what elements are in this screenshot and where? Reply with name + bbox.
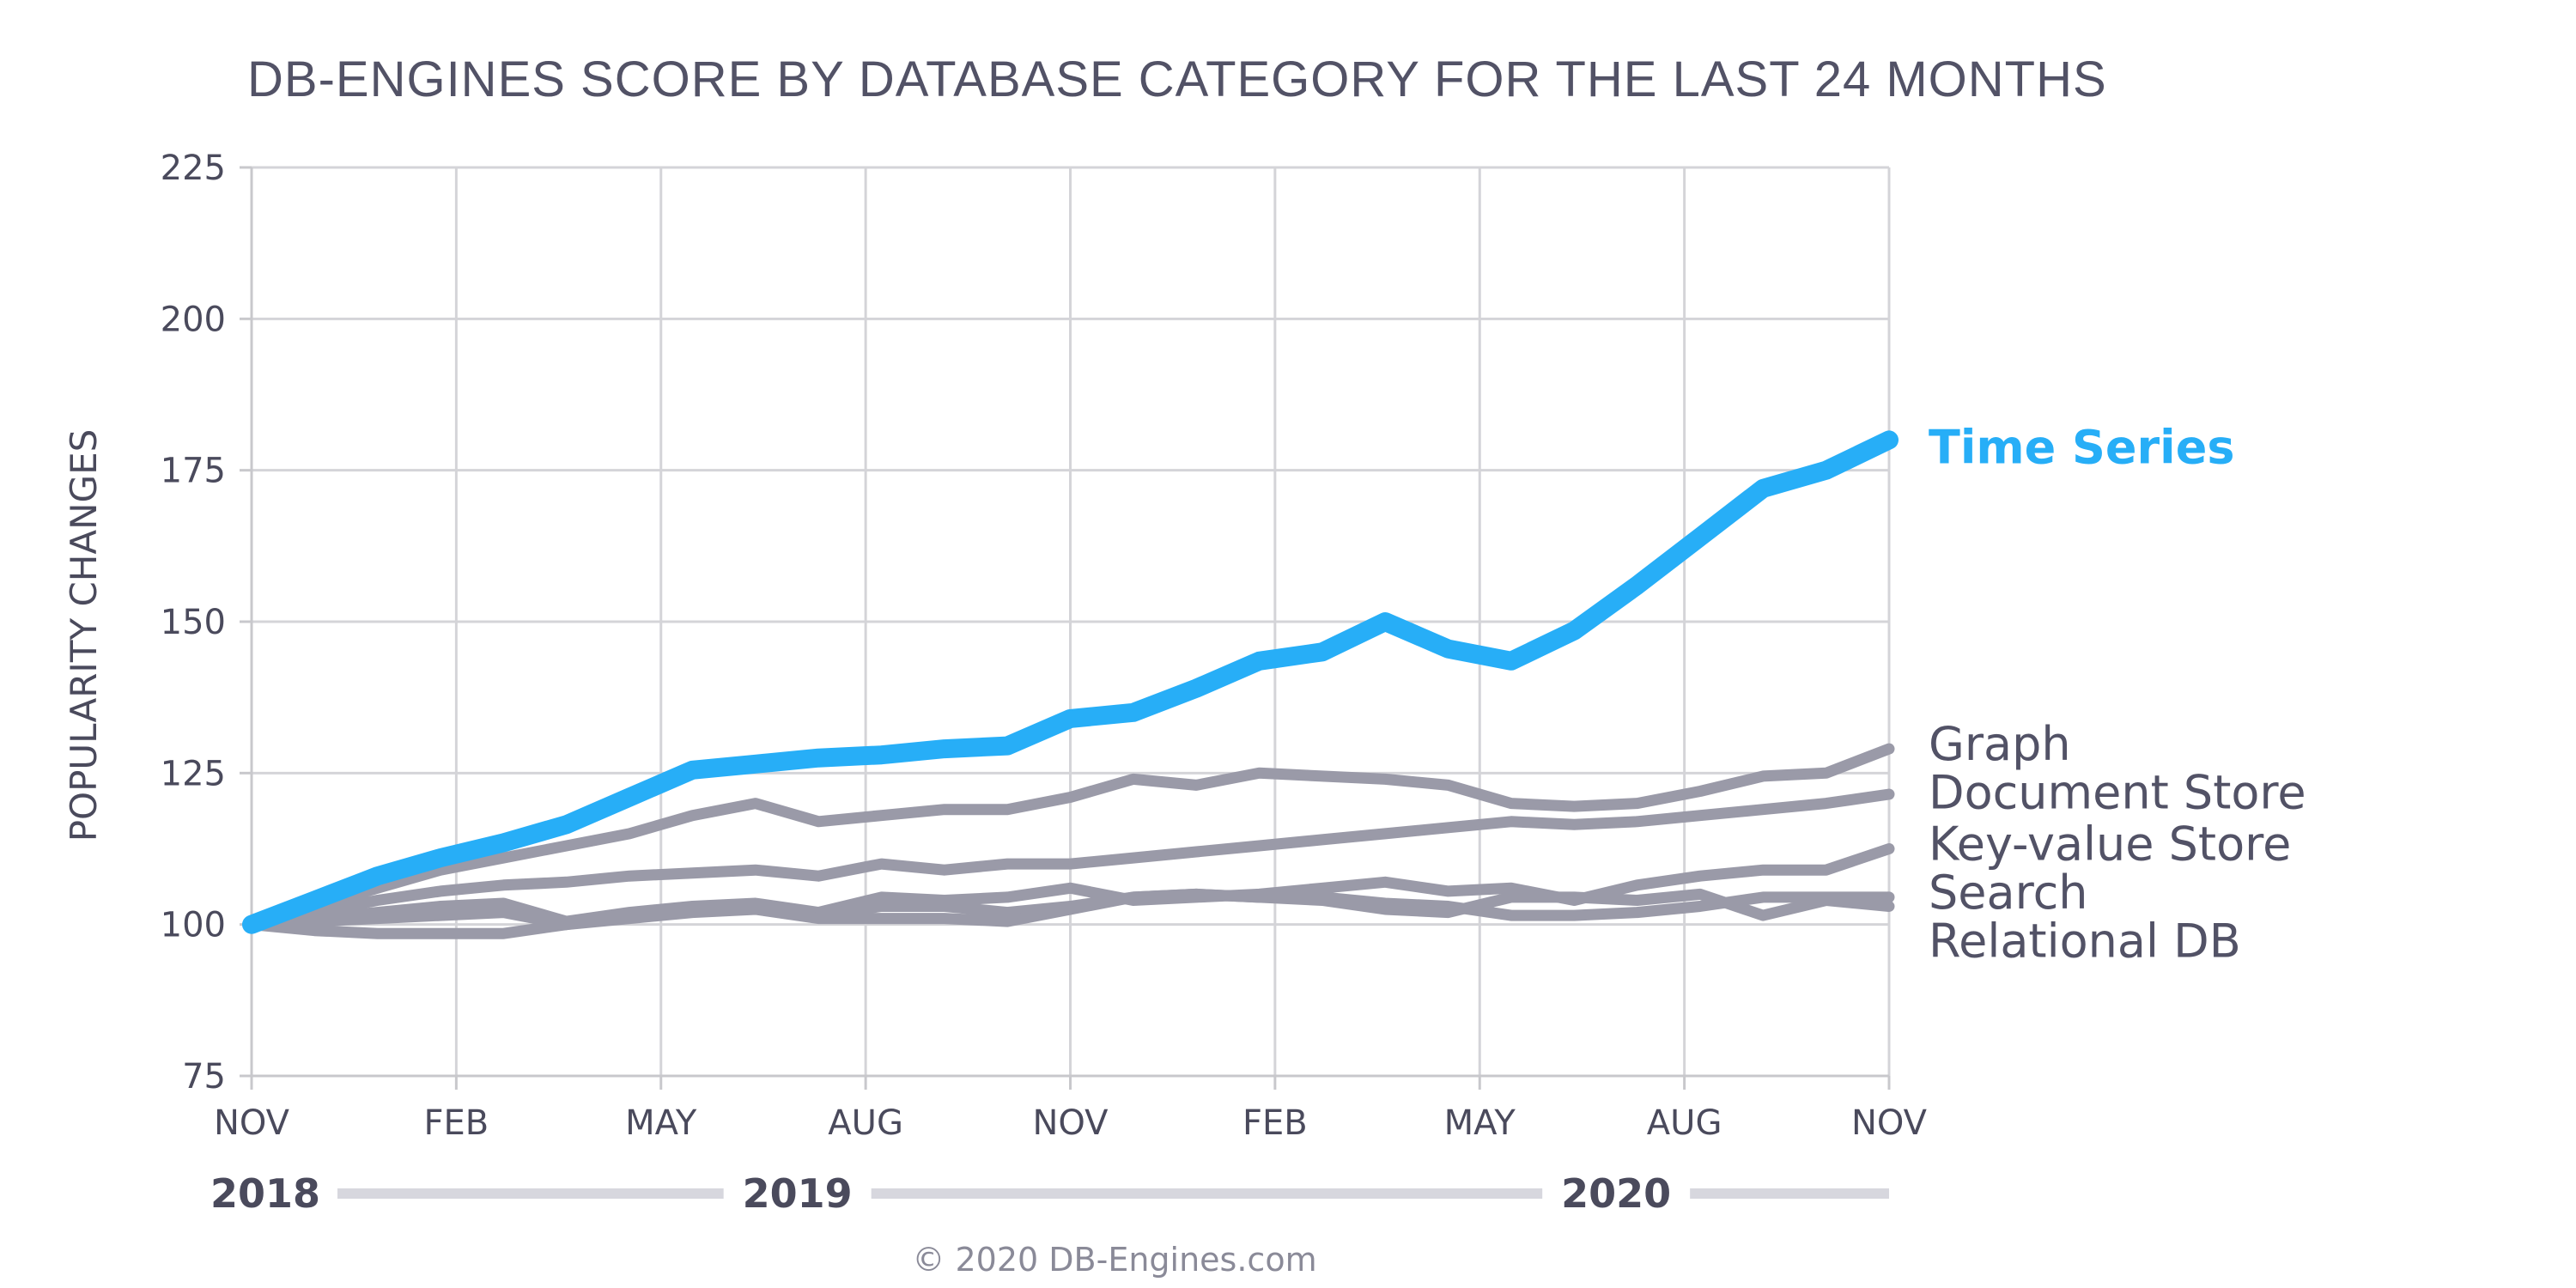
legend-label-document-store: Document Store bbox=[1929, 765, 2306, 819]
x-tick-label: FEB bbox=[1242, 1103, 1308, 1143]
year-label: 2020 bbox=[1561, 1170, 1671, 1217]
legend-label-graph: Graph bbox=[1929, 717, 2071, 771]
y-axis-label: POPULARITY CHANGES bbox=[63, 429, 105, 842]
x-tick-label: NOV bbox=[1032, 1103, 1109, 1143]
x-tick-label: AUG bbox=[1647, 1103, 1722, 1143]
year-label: 2019 bbox=[743, 1170, 853, 1217]
y-tick-label: 225 bbox=[161, 149, 226, 188]
legend-label-search: Search bbox=[1929, 866, 2088, 920]
axes: 75 100 125 150 175 200 225 NOV FEB MAY AUG NOV FEB MA… bbox=[161, 149, 1928, 1143]
series-line-document-store bbox=[246, 788, 1895, 931]
x-tick-label: FEB bbox=[424, 1103, 489, 1143]
legend-label-key-value-store: Key-value Store bbox=[1929, 817, 2291, 871]
credit-text: © 2020 DB-Engines.com bbox=[912, 1241, 1316, 1279]
series-line-graph bbox=[246, 743, 1895, 931]
x-tick-label: MAY bbox=[1444, 1103, 1516, 1143]
y-tick-label: 175 bbox=[161, 452, 226, 491]
series-line-relational-db bbox=[246, 888, 1895, 939]
y-tick-label: 125 bbox=[161, 754, 226, 793]
x-tick-label: NOV bbox=[1851, 1103, 1928, 1143]
y-tick-label: 100 bbox=[161, 906, 226, 945]
year-timeline: 2018 2019 2020 bbox=[210, 1170, 1889, 1217]
x-tick-label: NOV bbox=[214, 1103, 290, 1143]
chart-title: DB-ENGINES SCORE BY DATABASE CATEGORY FO… bbox=[247, 52, 2107, 107]
legend-label-relational-db: Relational DB bbox=[1929, 914, 2241, 968]
series-line-time-series bbox=[242, 430, 1899, 934]
series-lines bbox=[242, 430, 1899, 939]
y-tick-label: 200 bbox=[161, 300, 226, 339]
x-tick-label: MAY bbox=[625, 1103, 697, 1143]
grid bbox=[250, 166, 1891, 1078]
y-tick-label: 75 bbox=[182, 1057, 226, 1097]
legend-label-time-series: Time Series bbox=[1929, 420, 2234, 474]
series-line-key-value-store bbox=[246, 843, 1895, 931]
y-tick-label: 150 bbox=[161, 603, 226, 642]
year-label: 2018 bbox=[210, 1170, 320, 1217]
x-tick-label: AUG bbox=[828, 1103, 903, 1143]
